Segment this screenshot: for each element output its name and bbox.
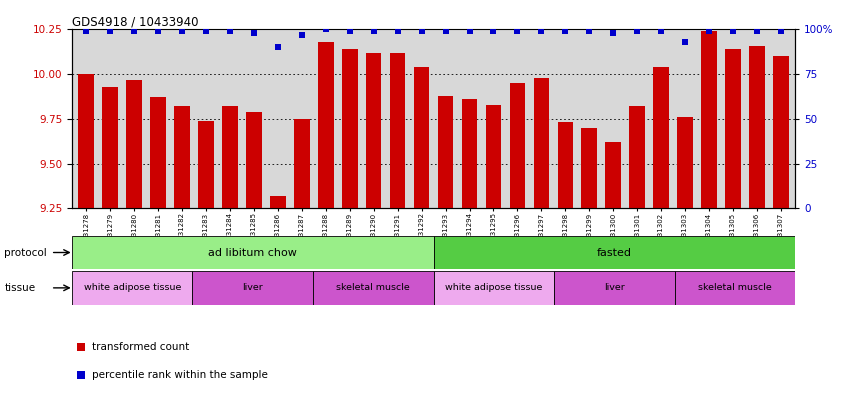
Bar bbox=[192, 271, 313, 305]
Text: percentile rank within the sample: percentile rank within the sample bbox=[92, 370, 268, 380]
Point bbox=[583, 28, 596, 35]
Bar bbox=[102, 87, 118, 208]
Text: skeletal muscle: skeletal muscle bbox=[337, 283, 410, 292]
Text: skeletal muscle: skeletal muscle bbox=[698, 283, 772, 292]
Text: transformed count: transformed count bbox=[92, 342, 190, 352]
Bar bbox=[174, 107, 190, 208]
Bar bbox=[462, 99, 477, 208]
Point bbox=[654, 28, 667, 35]
Point bbox=[726, 28, 739, 35]
Bar bbox=[390, 53, 405, 208]
Bar bbox=[554, 271, 674, 305]
Point bbox=[535, 28, 548, 35]
Text: GDS4918 / 10433940: GDS4918 / 10433940 bbox=[72, 15, 199, 28]
Bar bbox=[534, 78, 549, 208]
Text: white adipose tissue: white adipose tissue bbox=[84, 283, 181, 292]
Point bbox=[486, 28, 500, 35]
Point bbox=[630, 28, 644, 35]
Bar bbox=[433, 271, 554, 305]
Point bbox=[506, 194, 519, 200]
Text: liver: liver bbox=[604, 283, 625, 292]
Point bbox=[200, 28, 213, 35]
Bar bbox=[558, 123, 573, 208]
Bar bbox=[366, 53, 382, 208]
Text: fasted: fasted bbox=[597, 248, 632, 257]
Point bbox=[439, 28, 453, 35]
Text: ad libitum chow: ad libitum chow bbox=[208, 248, 297, 257]
Text: liver: liver bbox=[242, 283, 263, 292]
Point bbox=[391, 28, 404, 35]
Bar bbox=[294, 119, 310, 208]
Point bbox=[607, 30, 620, 36]
Point bbox=[223, 28, 237, 35]
Point bbox=[271, 44, 284, 50]
Bar bbox=[606, 142, 621, 208]
Bar bbox=[318, 42, 333, 208]
Point bbox=[511, 28, 525, 35]
Point bbox=[151, 28, 165, 35]
Text: tissue: tissue bbox=[4, 283, 36, 293]
Point bbox=[175, 28, 189, 35]
Point bbox=[247, 30, 261, 36]
Text: white adipose tissue: white adipose tissue bbox=[445, 283, 542, 292]
Point bbox=[702, 28, 716, 35]
Point bbox=[295, 32, 309, 38]
Point bbox=[128, 28, 141, 35]
Bar bbox=[509, 83, 525, 208]
Point bbox=[558, 28, 572, 35]
Bar bbox=[270, 196, 286, 208]
Bar bbox=[222, 107, 238, 208]
Bar bbox=[486, 105, 501, 208]
Point bbox=[463, 28, 476, 35]
Text: protocol: protocol bbox=[4, 248, 47, 257]
Bar bbox=[437, 95, 453, 208]
Bar bbox=[414, 67, 430, 208]
Bar bbox=[750, 46, 765, 208]
Bar bbox=[198, 121, 214, 208]
Bar bbox=[725, 49, 741, 208]
Point bbox=[319, 26, 332, 33]
Point bbox=[80, 28, 93, 35]
Bar bbox=[246, 112, 261, 208]
Bar bbox=[674, 271, 795, 305]
Bar bbox=[433, 236, 795, 269]
Point bbox=[367, 28, 381, 35]
Bar bbox=[151, 97, 166, 208]
Point bbox=[103, 28, 117, 35]
Bar bbox=[72, 271, 192, 305]
Bar bbox=[342, 49, 358, 208]
Bar bbox=[678, 117, 693, 208]
Bar bbox=[126, 79, 142, 208]
Point bbox=[774, 28, 788, 35]
Point bbox=[415, 28, 428, 35]
Point bbox=[750, 28, 764, 35]
Point bbox=[678, 39, 692, 45]
Bar bbox=[581, 128, 597, 208]
Bar bbox=[72, 236, 433, 269]
Bar bbox=[653, 67, 669, 208]
Bar bbox=[313, 271, 433, 305]
Bar bbox=[629, 107, 645, 208]
Bar bbox=[79, 74, 94, 208]
Bar bbox=[773, 56, 788, 208]
Point bbox=[343, 28, 356, 35]
Bar bbox=[701, 31, 717, 208]
